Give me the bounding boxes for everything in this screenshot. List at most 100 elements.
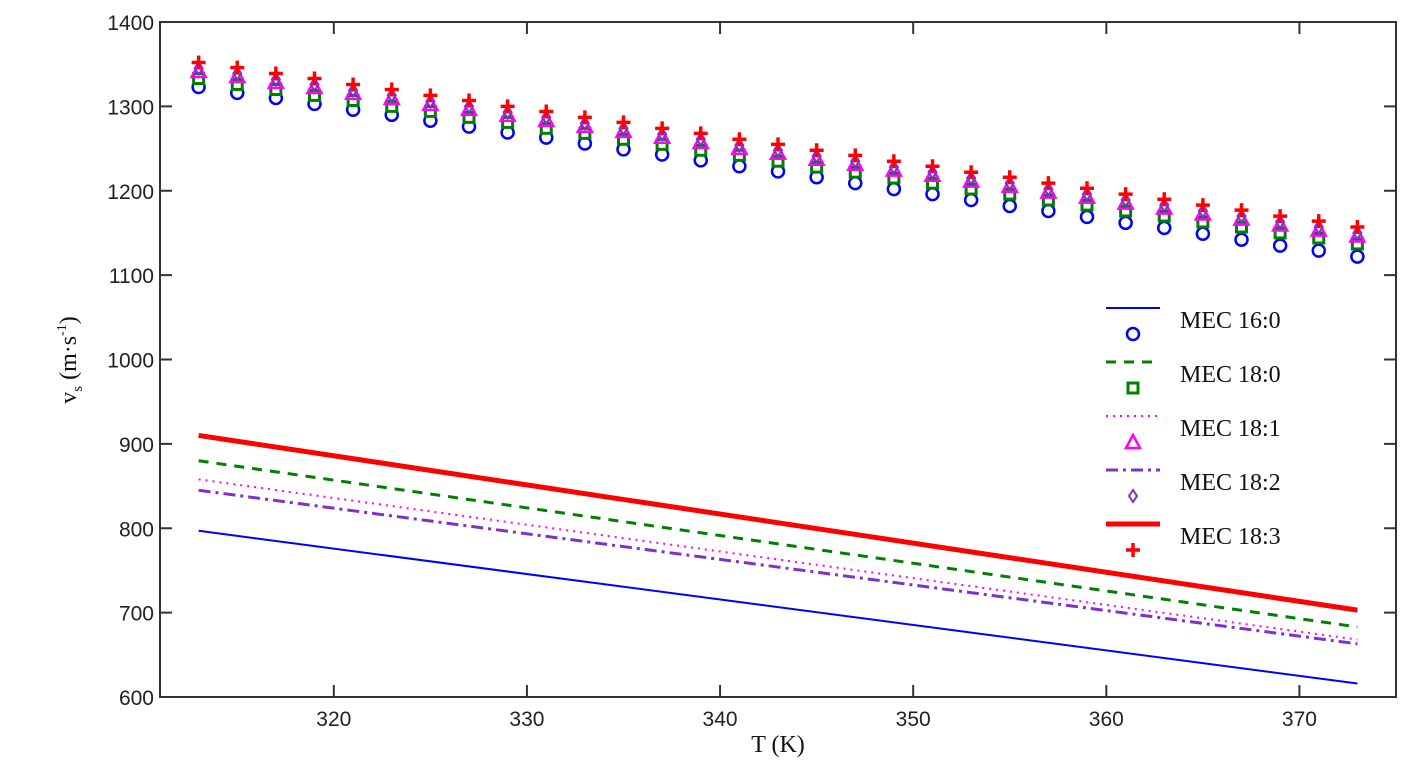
y-label-exp: -1 bbox=[55, 324, 70, 336]
data-point bbox=[386, 87, 397, 104]
data-point bbox=[771, 137, 785, 152]
data-point bbox=[347, 82, 359, 99]
legend-label: MEC 18:3 bbox=[1180, 524, 1281, 550]
data-point bbox=[579, 115, 591, 132]
series-lines bbox=[198, 432, 1358, 685]
y-tick-label: 1300 bbox=[107, 96, 154, 119]
data-point bbox=[1311, 243, 1326, 258]
data-point bbox=[925, 186, 940, 202]
data-point bbox=[1002, 198, 1017, 214]
data-point bbox=[1080, 181, 1094, 196]
y-tick-label: 800 bbox=[119, 518, 154, 541]
data-point bbox=[1311, 214, 1326, 229]
data-point bbox=[539, 104, 554, 119]
legend-marker bbox=[1125, 326, 1141, 342]
legend-marker bbox=[1126, 543, 1140, 557]
data-point bbox=[1041, 176, 1056, 191]
data-point bbox=[502, 104, 513, 121]
data-point bbox=[616, 115, 631, 130]
y-tick-label: 1100 bbox=[109, 265, 154, 288]
legend-marker bbox=[1127, 488, 1139, 504]
y-tick-label: 1200 bbox=[107, 181, 154, 204]
x-tick-label: 320 bbox=[316, 708, 351, 731]
data-point bbox=[809, 143, 824, 158]
data-point bbox=[927, 164, 938, 180]
data-point bbox=[1234, 203, 1249, 218]
legend-marker bbox=[1126, 381, 1140, 395]
data-point bbox=[268, 66, 283, 81]
data-point bbox=[1120, 192, 1131, 208]
data-point bbox=[309, 76, 320, 93]
series-line bbox=[198, 488, 1358, 646]
data-point bbox=[772, 142, 784, 159]
x-axis: 320 330 340 350 360 370 bbox=[316, 22, 1317, 731]
data-point bbox=[888, 159, 900, 175]
y-axis-label: vs (m·s-1) bbox=[55, 316, 86, 404]
data-point bbox=[734, 137, 745, 153]
y-tick-label: 700 bbox=[119, 603, 154, 626]
data-point bbox=[732, 159, 747, 174]
data-point bbox=[618, 120, 629, 137]
legend-label: MEC 18:0 bbox=[1180, 362, 1281, 388]
x-tick-label: 370 bbox=[1282, 708, 1317, 731]
data-point bbox=[850, 153, 861, 170]
series-line bbox=[198, 459, 1358, 629]
x-tick-label: 330 bbox=[509, 708, 544, 731]
plot-area-frame bbox=[159, 21, 1397, 698]
data-point bbox=[1157, 220, 1172, 236]
data-point bbox=[1041, 203, 1056, 219]
data-point bbox=[1195, 198, 1210, 213]
legend-label: MEC 16:0 bbox=[1180, 308, 1281, 334]
data-point bbox=[307, 71, 322, 86]
data-point bbox=[1079, 209, 1095, 225]
y-label-unit: (m·s bbox=[56, 336, 82, 380]
data-point bbox=[230, 60, 245, 75]
data-point bbox=[963, 192, 979, 208]
data-point bbox=[964, 165, 979, 180]
data-point bbox=[848, 175, 863, 191]
data-point bbox=[1236, 208, 1247, 224]
data-point bbox=[191, 55, 206, 70]
data-point bbox=[232, 65, 243, 82]
data-point bbox=[848, 148, 863, 163]
x-tick-label: 340 bbox=[703, 708, 738, 731]
data-point bbox=[1043, 181, 1054, 197]
data-point bbox=[1004, 175, 1015, 191]
data-point bbox=[425, 93, 436, 110]
y-axis: 600 700 800 900 1000 1100 1200 1300 1400 bbox=[107, 12, 1396, 710]
series-line bbox=[198, 432, 1358, 613]
data-point bbox=[384, 82, 399, 97]
y-tick-label: 900 bbox=[119, 434, 154, 457]
data-point bbox=[1118, 187, 1133, 202]
data-point bbox=[811, 148, 822, 164]
y-tick-label: 1400 bbox=[107, 12, 154, 35]
data-point bbox=[656, 126, 668, 143]
data-point bbox=[695, 131, 706, 148]
data-point bbox=[655, 121, 670, 136]
data-point bbox=[462, 93, 476, 108]
legend-marker bbox=[1123, 432, 1143, 450]
data-point bbox=[1002, 170, 1017, 185]
data-point bbox=[886, 154, 901, 169]
data-point bbox=[693, 126, 708, 141]
data-point bbox=[925, 159, 940, 174]
data-point bbox=[1118, 215, 1133, 231]
data-point bbox=[1197, 203, 1209, 219]
data-point bbox=[577, 110, 592, 125]
legend-label: MEC 18:1 bbox=[1180, 416, 1281, 442]
data-point bbox=[541, 109, 552, 126]
data-point bbox=[886, 181, 902, 197]
data-point bbox=[423, 88, 438, 103]
data-point bbox=[346, 77, 361, 92]
data-point bbox=[1313, 219, 1324, 235]
data-point bbox=[1081, 186, 1093, 202]
x-axis-label: T (K) bbox=[751, 732, 805, 758]
data-point bbox=[1274, 214, 1286, 230]
data-point bbox=[1352, 225, 1363, 241]
series-line bbox=[198, 529, 1358, 685]
y-label-main: v bbox=[56, 392, 82, 404]
series-line bbox=[198, 478, 1358, 641]
data-point bbox=[463, 98, 475, 115]
data-point bbox=[500, 99, 515, 114]
data-point bbox=[1195, 226, 1211, 242]
